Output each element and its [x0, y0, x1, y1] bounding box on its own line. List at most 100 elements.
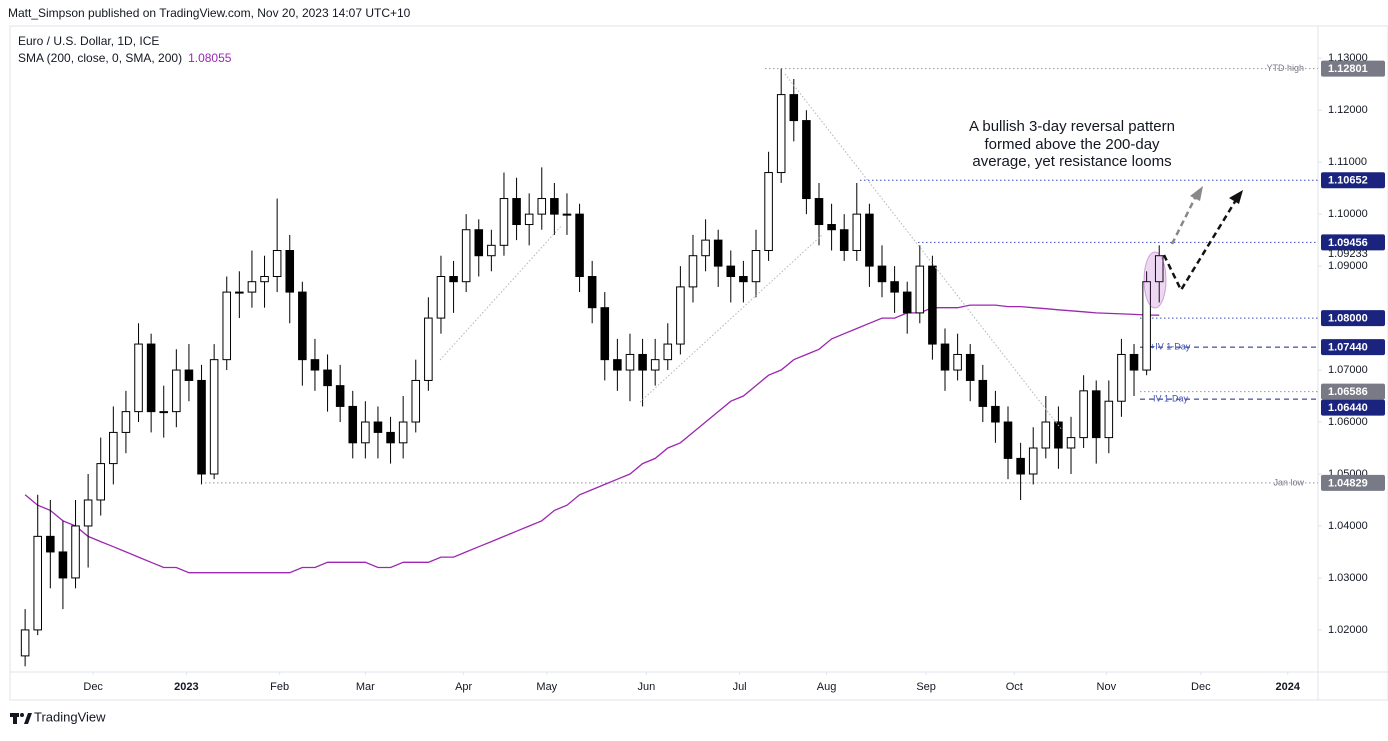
candle-body [1016, 457, 1025, 475]
price-tag-label: 1.04829 [1328, 477, 1368, 489]
logo-part [20, 713, 24, 717]
candle-body [323, 369, 332, 387]
price-tag [1321, 172, 1385, 189]
level-text: YTD high [1266, 63, 1304, 73]
candle-body [272, 250, 282, 278]
footer-brand: TradingView [34, 709, 106, 724]
level-text: Jan low [1273, 477, 1304, 487]
y-tick-label: 1.10000 [1328, 208, 1368, 220]
projection-arrow [1170, 195, 1198, 245]
y-tick-label: 1.09000 [1328, 260, 1368, 272]
candle-body [1129, 353, 1139, 371]
arrow-head [1229, 190, 1243, 204]
symbol-legend: Euro / U.S. Dollar, 1D, ICE [18, 34, 159, 48]
candle-body [865, 213, 874, 267]
trend-line [439, 224, 563, 361]
y-tick-label: 1.02000 [1328, 624, 1368, 636]
candle-body [789, 94, 799, 122]
candle-body [613, 359, 622, 371]
price-tag [1321, 474, 1385, 491]
candle-body [512, 198, 521, 226]
price-tag [1321, 339, 1385, 356]
candle-body [713, 239, 723, 267]
candle-body [184, 369, 194, 381]
candle-body [839, 229, 849, 252]
candle-body [764, 172, 773, 252]
x-tick-label: Feb [270, 681, 289, 693]
x-tick-label: 2023 [174, 681, 198, 693]
candle-body [1104, 400, 1114, 439]
candle-body [852, 213, 862, 252]
footer-logo [10, 713, 32, 724]
candle-body [663, 343, 673, 361]
level-text: -IV 1-Day [1150, 394, 1189, 404]
candle-body [298, 291, 307, 361]
candle-body [953, 353, 962, 371]
candle-body [348, 405, 358, 444]
candle-body [235, 291, 244, 294]
candle-body [625, 353, 635, 371]
candle-body [172, 369, 181, 413]
candle-body [134, 343, 143, 413]
candle-body [83, 499, 93, 527]
plot: 1.020001.030001.040001.050001.060001.070… [20, 52, 1385, 693]
y-tick-label: 1.07000 [1328, 364, 1368, 376]
candle-body [1091, 390, 1101, 439]
candle-body [701, 239, 710, 257]
annotation-line: average, yet resistance looms [972, 153, 1171, 170]
candle-body [487, 244, 496, 257]
last-price-label: 1.09233 [1328, 248, 1368, 260]
candle-body [600, 307, 610, 361]
price-tag-label: 1.09456 [1328, 237, 1368, 249]
candle-body [802, 120, 811, 200]
candle-body [751, 250, 761, 283]
candle-body [726, 265, 736, 278]
candle-body [739, 276, 748, 283]
candle-body [940, 343, 950, 371]
candle-body [562, 213, 572, 216]
candle-body [398, 421, 408, 444]
candle-body [575, 213, 584, 278]
candle-body [550, 198, 559, 215]
arrow-head [1190, 186, 1203, 201]
trend-line [784, 73, 1063, 431]
candle-body [1054, 421, 1063, 449]
candle-body [461, 229, 471, 283]
candle-body [247, 281, 257, 293]
x-tick-label: 2024 [1276, 681, 1301, 693]
x-tick-label: Jul [733, 681, 747, 693]
trend-line [639, 234, 823, 403]
candle-body [1142, 281, 1151, 371]
candle-body [638, 353, 647, 371]
candle-body [310, 359, 320, 371]
candle-body [776, 94, 786, 174]
candle-body [890, 281, 899, 293]
candle-body [33, 535, 43, 631]
x-tick-label: Nov [1097, 681, 1117, 693]
candle-body [965, 353, 975, 381]
annotation-line: A bullish 3-day reversal pattern [969, 118, 1175, 135]
candle-body [688, 255, 698, 288]
price-tag [1321, 234, 1385, 251]
logo-part [24, 713, 32, 724]
sma-legend-value: 1.08055 [188, 51, 232, 65]
x-tick-label: May [536, 681, 557, 693]
annotation-line: formed above the 200-day [984, 136, 1160, 153]
candle-body [991, 405, 1000, 423]
price-tag-label: 1.08000 [1328, 312, 1368, 324]
price-tag-label: 1.06586 [1328, 386, 1368, 398]
annotation: A bullish 3-day reversal pattern formed … [969, 118, 1175, 170]
candle-body [386, 431, 395, 444]
x-tick-label: Jun [637, 681, 655, 693]
candle-body [109, 431, 118, 465]
projection-arrows [1162, 186, 1243, 293]
level-text: +IV 1-Day [1150, 342, 1191, 352]
candle-body [436, 276, 446, 319]
candle-body [260, 276, 269, 283]
x-tick-label: Dec [83, 681, 103, 693]
candle-body [20, 629, 30, 657]
x-tick-label: Aug [817, 681, 837, 693]
candle-body [373, 421, 383, 433]
candle-body [121, 411, 131, 433]
